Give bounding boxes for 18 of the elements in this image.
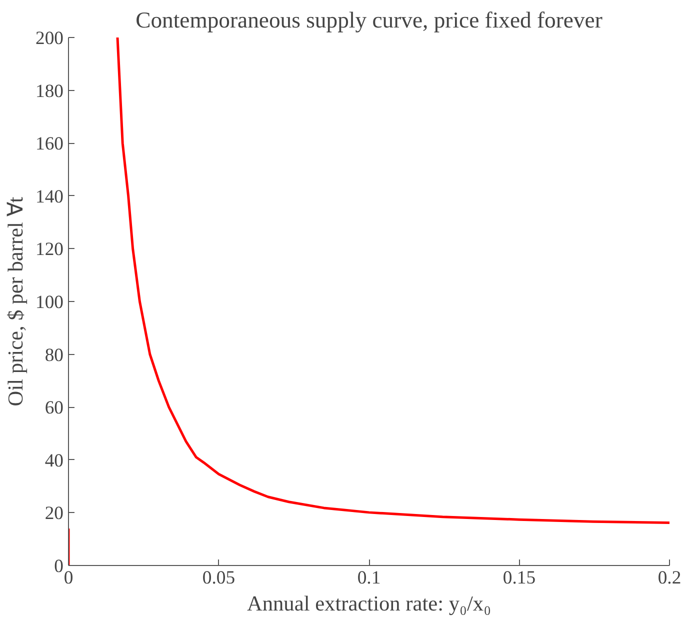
x-tick-label: 0.05 <box>202 568 236 588</box>
y-tick-label: 20 <box>44 503 64 524</box>
y-tick-label: 40 <box>44 450 64 472</box>
y-axis-title: Oil price, $ per barrel ∀t <box>4 196 28 406</box>
x-tick-label: 0.2 <box>658 568 682 588</box>
y-tick-label: 80 <box>44 344 64 366</box>
x-tick-label: 0.1 <box>357 568 381 588</box>
chart-title: Contemporaneous supply curve, price fixed forever <box>136 8 603 32</box>
y-tick-label: 60 <box>44 398 64 419</box>
y-tick-label: 100 <box>36 292 64 313</box>
y-tick-label: 200 <box>36 28 64 49</box>
y-tick-label: 120 <box>36 239 64 260</box>
line-series <box>116 38 670 524</box>
y-tick-label: 180 <box>36 80 64 102</box>
x-axis-title: Annual extraction rate: y₀/x₀ <box>246 592 492 616</box>
y-tick-label: 160 <box>36 134 64 155</box>
y-tick-label: 140 <box>36 186 64 208</box>
x-tick-label: 0.15 <box>502 568 536 588</box>
